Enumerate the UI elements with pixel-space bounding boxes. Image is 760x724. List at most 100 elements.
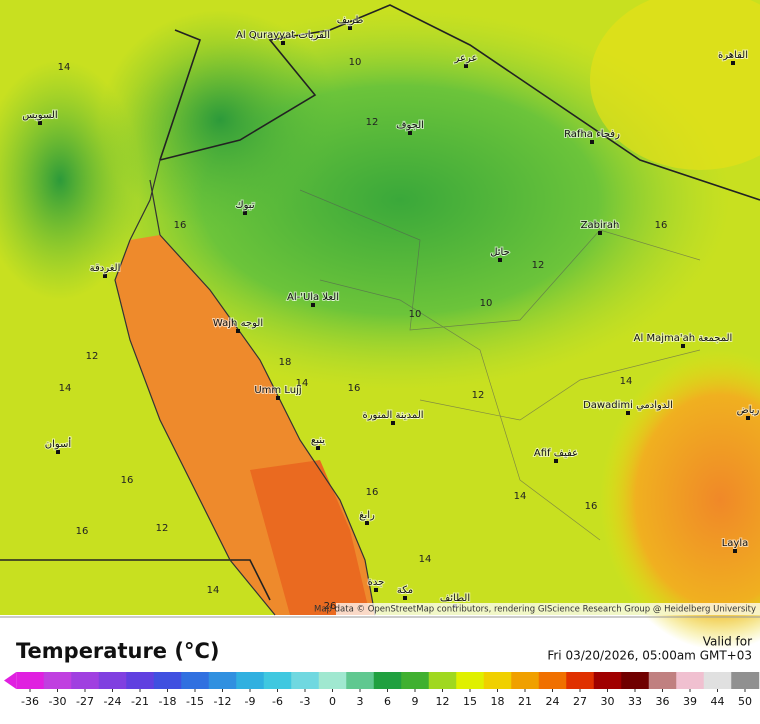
- colorbar-arrow-right: [756, 672, 759, 689]
- place-label: مكة: [397, 585, 413, 596]
- colorbar-tick-label: 24: [546, 695, 560, 708]
- place-marker: [681, 344, 685, 348]
- colorbar-cell: [456, 672, 485, 689]
- colorbar-tick-label: 21: [518, 695, 532, 708]
- place-label: طريف: [337, 15, 364, 26]
- contour-label: 12: [156, 523, 169, 534]
- red-sea-warm: [250, 460, 370, 615]
- place-label: رابغ: [359, 510, 375, 521]
- colorbar-cell: [703, 672, 732, 689]
- legend: Temperature (°C) Valid for Fri 03/20/202…: [4, 635, 760, 708]
- contour-label: 14: [620, 376, 633, 387]
- colorbar-cell: [373, 672, 402, 689]
- contour-label: 18: [279, 357, 292, 368]
- contour-labels: 10 12 14 16 12 10 10 18 14 16 12 14 16 12 14 16 16 12 14 16…: [58, 57, 668, 612]
- colorbar-cell: [593, 672, 622, 689]
- place-marker: [281, 41, 285, 45]
- colorbar-cell: [181, 672, 210, 689]
- place-marker: [374, 588, 378, 592]
- cool-zone: [100, 10, 340, 230]
- colorbar-tick-label: 3: [357, 695, 364, 708]
- colorbar-cell: [346, 672, 375, 689]
- place-marker: [311, 303, 315, 307]
- place-marker: [408, 131, 412, 135]
- place-label: Al Majma'ah المجمعة: [634, 333, 733, 344]
- place-label: Umm Lujj: [254, 385, 301, 396]
- contour-label: 16: [366, 487, 379, 498]
- place-label: المدينة المنورة: [362, 410, 423, 421]
- place-label: Afif عفيف: [534, 448, 578, 459]
- attribution: Map data © OpenStreetMap contributors, r…: [314, 605, 756, 615]
- contour-label: 12: [532, 260, 545, 271]
- contour-label: 16: [76, 526, 89, 537]
- place-label: Zabirah: [581, 220, 620, 231]
- coastline: [114, 159, 376, 616]
- contour-label: 12: [472, 390, 485, 401]
- colorbar-cell: [263, 672, 292, 689]
- colorbar-cell: [16, 672, 45, 689]
- colorbar-cell: [648, 672, 677, 689]
- warm-zone: [590, 0, 760, 170]
- contour-label: 14: [59, 383, 72, 394]
- contour-label: 12: [86, 351, 99, 362]
- contour-label: 16: [655, 220, 668, 231]
- colorbar-cell: [153, 672, 182, 689]
- contour-label: 14: [58, 62, 71, 73]
- place-marker: [731, 61, 735, 65]
- colorbar-cell: [236, 672, 265, 689]
- place-label: أسوان: [45, 437, 72, 450]
- colorbar-cell: [291, 672, 320, 689]
- colorbar-tick-label: -36: [21, 695, 39, 708]
- colorbar-tick-label: -30: [49, 695, 67, 708]
- colorbar-tick-label: -9: [245, 695, 256, 708]
- contour-label: 16: [121, 475, 134, 486]
- place-marker: [391, 421, 395, 425]
- colorbar-cell: [511, 672, 540, 689]
- contour-label: 26: [324, 601, 337, 612]
- colorbar-tick-label: -12: [214, 695, 232, 708]
- place-label: الغردقة: [90, 263, 121, 274]
- place-marker: [348, 26, 352, 30]
- colorbar-tick-label: -27: [76, 695, 94, 708]
- valid-time: Fri 03/20/2026, 05:00am GMT+03: [547, 649, 752, 663]
- place-marker: [236, 329, 240, 333]
- place-label: تبوك: [235, 200, 254, 211]
- colorbar-cell: [538, 672, 567, 689]
- colorbar-cell: [43, 672, 72, 689]
- colorbar-tick-label: 44: [711, 695, 725, 708]
- colorbar-tick-label: 27: [573, 695, 587, 708]
- colorbar-tick-label: -6: [272, 695, 283, 708]
- place-marker: [38, 121, 42, 125]
- place-label: حائل: [490, 247, 510, 258]
- borders: [0, 4, 760, 601]
- place-label: Al-'Ula العلا: [287, 292, 339, 303]
- place-label: السويس: [22, 110, 57, 121]
- colorbar-cell: [98, 672, 127, 689]
- place-marker: [746, 416, 750, 420]
- admin-lines: [299, 189, 701, 541]
- colorbar-cell: [621, 672, 650, 689]
- contour-label: 16: [348, 383, 361, 394]
- contour-label: 14: [207, 585, 220, 596]
- place-label: Layla: [722, 538, 749, 549]
- place-marker: [103, 274, 107, 278]
- place-marker: [243, 211, 247, 215]
- colorbar-tick-label: 50: [738, 695, 752, 708]
- contour-label: 10: [480, 298, 493, 309]
- colorbar-tick-label: -18: [159, 695, 177, 708]
- place-marker: [590, 140, 594, 144]
- place-marker: [365, 521, 369, 525]
- contour-label: 14: [419, 554, 432, 565]
- contour-label: 16: [585, 501, 598, 512]
- colorbar-tick-label: -15: [186, 695, 204, 708]
- colorbar-tick-label: 0: [329, 695, 336, 708]
- colorbar-tick-label: 12: [436, 695, 450, 708]
- contour-label: 10: [409, 309, 422, 320]
- place-label: جدة: [368, 577, 385, 588]
- place-label: Dawadimi الدوادمي: [583, 400, 673, 411]
- place-label: الطائف: [440, 593, 470, 604]
- place-label: Wajh الوجه: [213, 318, 263, 329]
- contour-label: 14: [296, 378, 309, 389]
- colorbar-tick-label: -3: [300, 695, 311, 708]
